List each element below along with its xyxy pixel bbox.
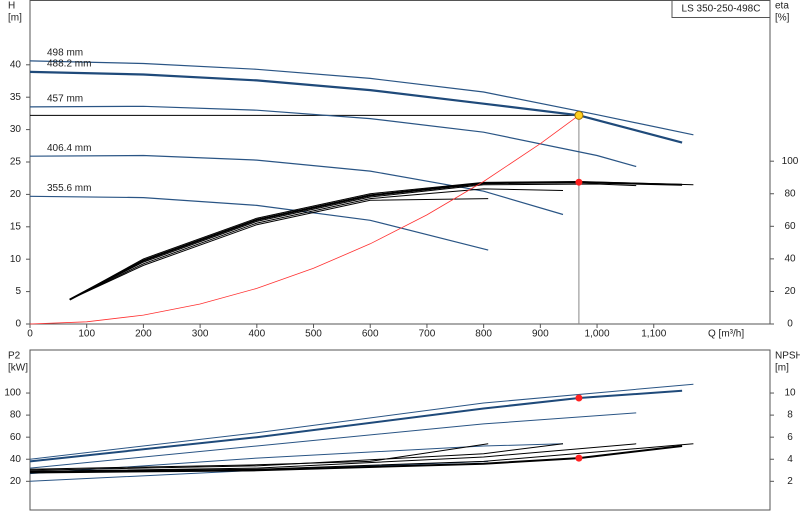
y-tick-label: 30 [10,124,22,135]
curve [29,105,637,168]
x-axis-label: Q [m³/h] [708,329,744,340]
x-tick-label: 600 [362,329,379,340]
y2-tick-label: 10 [784,388,796,399]
y-axis-label: P2 [8,351,21,362]
x-tick-label: 400 [248,329,265,340]
curve [29,443,564,471]
p2-point [575,394,583,402]
curve [29,443,694,472]
y2-tick-label: 6 [787,432,793,443]
y-tick-label: 0 [15,319,21,330]
x-tick-label: 300 [192,329,209,340]
y2-tick-label: 100 [782,156,799,167]
curve [29,70,683,144]
y-tick-label: 25 [10,157,22,168]
x-tick-label: 200 [135,329,152,340]
title-box [671,0,771,18]
y-tick-label: 15 [10,221,22,232]
y-axis-label: H [8,1,15,12]
y2-axis-label: eta [775,1,789,12]
y-tick-label: 35 [10,92,22,103]
curve [29,412,637,469]
operating-point [574,110,584,120]
curve [29,443,564,475]
y-tick-label: 100 [4,388,21,399]
x-tick-label: 100 [78,329,95,340]
top-frame [29,0,771,325]
y-axis-label: [m] [8,13,22,24]
curve [69,188,564,301]
y-tick-label: 10 [10,254,22,265]
x-tick-label: 500 [305,329,322,340]
curve [29,389,683,463]
y-tick-label: 5 [15,286,21,297]
y2-axis-label: NPSH [775,351,800,362]
curve [29,60,694,136]
x-tick-label: 1,000 [585,329,610,340]
y2-tick-label: 0 [787,319,793,330]
curve [29,443,637,472]
bottom-frame [29,349,771,511]
curve-label: 498 mm [47,48,83,59]
curve-label: 355.6 mm [47,183,91,194]
curve [29,445,683,474]
curve-label: 488.2 mm [47,59,91,70]
y-tick-label: 80 [10,410,22,421]
curve [29,195,489,251]
y-tick-label: 20 [10,189,22,200]
x-tick-label: 1,100 [641,329,666,340]
y-tick-label: 60 [10,432,22,443]
curve-label: 457 mm [47,94,83,105]
y-tick-label: 20 [10,476,22,487]
eta-point [575,178,583,186]
npsh-point [575,454,583,462]
curve [69,198,489,301]
y2-tick-label: 4 [787,454,793,465]
y2-tick-label: 20 [784,286,796,297]
y2-tick-label: 60 [784,221,796,232]
curve [69,183,637,301]
x-tick-label: 0 [27,329,33,340]
curve [29,443,489,470]
y2-axis-label: [m] [775,363,789,374]
curve-label: 406.4 mm [47,143,91,154]
y-axis-label: [kW] [8,363,28,374]
x-tick-label: 900 [532,329,549,340]
x-tick-label: 700 [419,329,436,340]
y-tick-label: 40 [10,454,22,465]
y2-tick-label: 8 [787,410,793,421]
y2-tick-label: 2 [787,476,793,487]
x-tick-label: 800 [475,329,492,340]
curve [29,383,694,460]
y-tick-label: 40 [10,59,22,70]
curve [29,114,580,325]
y2-axis-label: [%] [775,13,790,24]
y2-tick-label: 40 [784,254,796,265]
y2-tick-label: 80 [784,188,796,199]
chart-title: LS 350-250-498C [682,4,761,15]
curve [29,154,564,216]
